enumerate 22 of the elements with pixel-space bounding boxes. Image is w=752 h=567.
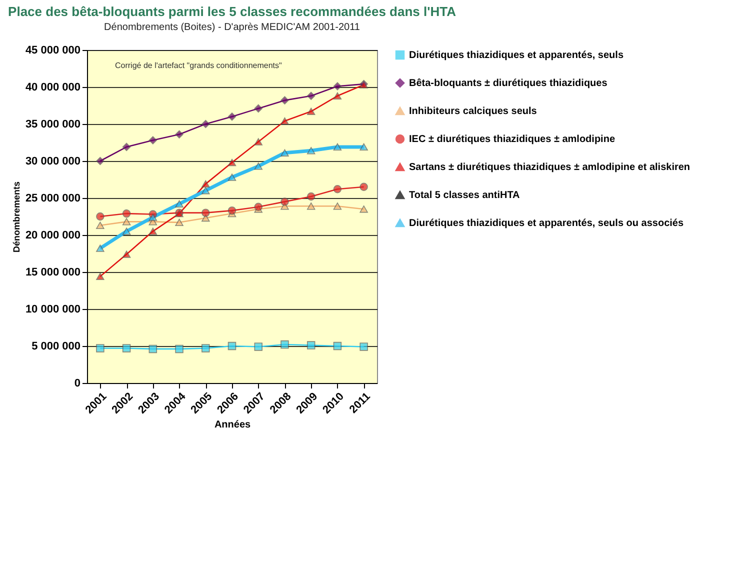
chart-subtitle: Dénombrements (Boites) - D'après MEDIC'AM 2001-2011 — [104, 22, 360, 33]
legend-label: Bêta-bloquants ± diurétiques thiazidiques — [409, 78, 608, 89]
chart-title: Place des bêta-bloquants parmi les 5 classes recommandées dans l'HTA — [8, 4, 457, 19]
y-tick-label: 35 000 000 — [25, 118, 80, 130]
legend-label: Total 5 classes antiHTA — [409, 190, 520, 201]
y-tick-label: 0 — [74, 378, 80, 390]
y-tick-label: 45 000 000 — [25, 44, 80, 56]
y-tick-label: 40 000 000 — [25, 82, 80, 94]
annotation: Corrigé de l'artefact "grands conditionnements" — [115, 61, 282, 70]
y-axis-title: Dénombrements — [11, 181, 22, 253]
y-tick-label: 20 000 000 — [25, 230, 80, 242]
legend-label: Sartans ± diurétiques thiazidiques ± amlodipine et aliskiren — [409, 162, 690, 173]
x-axis-title: Années — [214, 420, 251, 431]
legend-label: Diurétiques thiazidiques et apparentés, seuls — [409, 50, 624, 61]
y-tick-label: 25 000 000 — [25, 192, 80, 204]
legend-label: IEC ± diurétiques thiazidiques ± amlodipine — [409, 134, 616, 145]
legend-label: Diurétiques thiazidiques et apparentés, seuls ou associés — [409, 218, 684, 229]
legend-label: Inhibiteurs calciques seuls — [409, 106, 538, 117]
y-tick-label: 30 000 000 — [25, 156, 80, 168]
y-tick-label: 10 000 000 — [25, 304, 80, 316]
y-tick-label: 15 000 000 — [25, 266, 80, 278]
y-tick-label: 5 000 000 — [32, 340, 80, 352]
